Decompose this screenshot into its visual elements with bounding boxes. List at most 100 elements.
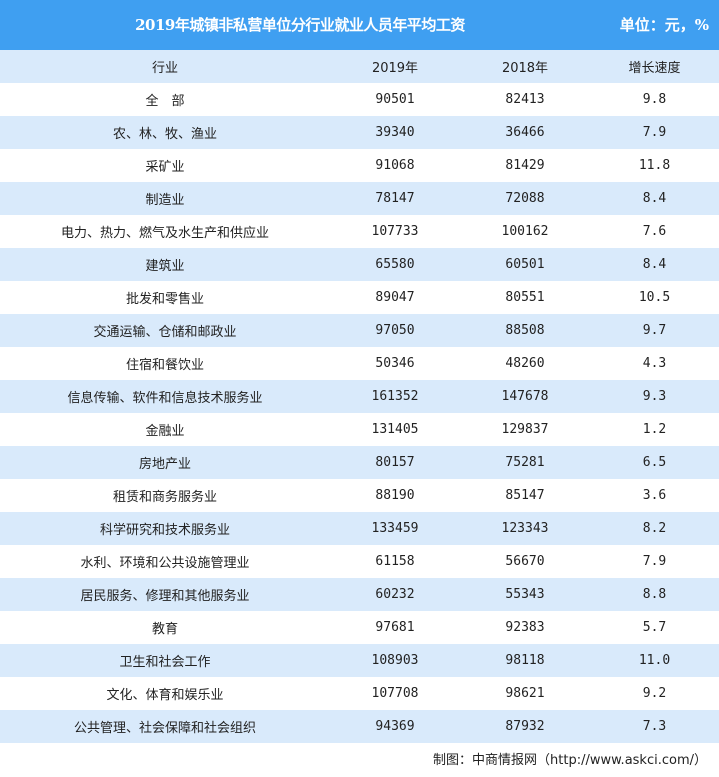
industry-cell: 全 部 [145,94,185,109]
growth-cell: 7.6 [642,224,667,239]
table-row: 全 部 90501 82413 9.8 [0,83,719,116]
growth-cell: 9.8 [642,92,667,107]
industry-cell: 信息传输、软件和信息技术服务业 [67,391,263,406]
wage-2019-cell: 107708 [371,686,419,701]
wage-2019-cell: 131405 [371,422,419,437]
wage-2019-cell: 80157 [375,455,415,470]
growth-cell: 7.9 [642,125,667,140]
industry-cell: 采矿业 [145,160,185,175]
wage-2018-cell: 98621 [505,686,545,701]
column-header: 2018年 [501,61,549,76]
industry-cell: 金融业 [145,424,185,439]
growth-cell: 11.0 [638,653,671,668]
growth-cell: 8.8 [642,587,667,602]
wage-2018-cell: 81429 [505,158,545,173]
growth-cell: 4.3 [642,356,667,371]
industry-cell: 电力、热力、燃气及水生产和供应业 [60,226,269,241]
growth-cell: 10.5 [638,290,671,305]
table-row: 居民服务、修理和其他服务业 60232 55343 8.8 [0,578,719,611]
growth-cell: 9.2 [642,686,667,701]
table-row: 采矿业 91068 81429 11.8 [0,149,719,182]
wage-2019-cell: 133459 [371,521,419,536]
growth-cell: 7.3 [642,719,667,734]
growth-cell: 5.7 [642,620,667,635]
wage-2018-cell: 98118 [505,653,545,668]
table-row: 批发和零售业 89047 80551 10.5 [0,281,719,314]
wage-2018-cell: 56670 [505,554,545,569]
table-row: 公共管理、社会保障和社会组织 94369 87932 7.3 [0,710,719,743]
wage-2019-cell: 88190 [375,488,415,503]
industry-cell: 文化、体育和娱乐业 [106,688,224,703]
wage-2019-cell: 107733 [371,224,419,239]
wage-2018-cell: 48260 [505,356,545,371]
table-row: 卫生和社会工作 108903 98118 11.0 [0,644,719,677]
industry-cell: 制造业 [145,193,185,208]
title-bar: 2019年城镇非私营单位分行业就业人员年平均工资 单位：元，% [0,0,719,50]
industry-cell: 批发和零售业 [125,292,204,307]
column-header: 2019年 [371,61,419,76]
industry-cell: 科学研究和技术服务业 [99,523,230,538]
industry-cell: 住宿和餐饮业 [125,358,204,373]
growth-cell: 3.6 [642,488,667,503]
wage-2019-cell: 50346 [375,356,415,371]
wage-2019-cell: 91068 [375,158,415,173]
growth-cell: 6.5 [642,455,667,470]
wage-2019-cell: 65580 [375,257,415,272]
industry-cell: 交通运输、仓储和邮政业 [93,325,237,340]
wage-2018-cell: 123343 [501,521,549,536]
wage-2019-cell: 78147 [375,191,415,206]
industry-cell: 建筑业 [145,259,185,274]
wage-2019-cell: 97681 [375,620,415,635]
table-row: 金融业 131405 129837 1.2 [0,413,719,446]
industry-cell: 教育 [151,622,178,637]
industry-cell: 农、林、牧、渔业 [112,127,217,142]
wage-2019-cell: 61158 [375,554,415,569]
header-row: 行业 2019年 2018年 增长速度 [0,50,719,83]
table-row: 交通运输、仓储和邮政业 97050 88508 9.7 [0,314,719,347]
wage-2018-cell: 87932 [505,719,545,734]
growth-cell: 7.9 [642,554,667,569]
wage-2019-cell: 90501 [375,92,415,107]
growth-cell: 8.4 [642,257,667,272]
table-row: 水利、环境和公共设施管理业 61158 56670 7.9 [0,545,719,578]
table-title: 2019年城镇非私营单位分行业就业人员年平均工资 [135,16,465,34]
growth-cell: 8.2 [642,521,667,536]
wage-2018-cell: 75281 [505,455,545,470]
table-row: 住宿和餐饮业 50346 48260 4.3 [0,347,719,380]
column-header: 行业 [151,61,178,76]
growth-cell: 9.3 [642,389,667,404]
wage-table: 行业 2019年 2018年 增长速度 全 部 90501 82413 9.8 农、林、… [0,50,719,743]
wage-2018-cell: 82413 [505,92,545,107]
industry-cell: 房地产业 [138,457,191,472]
industry-cell: 卫生和社会工作 [119,655,211,670]
growth-cell: 9.7 [642,323,667,338]
wage-2018-cell: 60501 [505,257,545,272]
wage-2019-cell: 94369 [375,719,415,734]
industry-cell: 水利、环境和公共设施管理业 [80,556,250,571]
industry-cell: 公共管理、社会保障和社会组织 [73,721,256,736]
wage-2018-cell: 36466 [505,125,545,140]
wage-2018-cell: 147678 [501,389,549,404]
growth-cell: 1.2 [642,422,667,437]
wage-2019-cell: 89047 [375,290,415,305]
table-row: 制造业 78147 72088 8.4 [0,182,719,215]
unit-label: 单位：元，% [619,16,709,34]
wage-2019-cell: 60232 [375,587,415,602]
table-row: 农、林、牧、渔业 39340 36466 7.9 [0,116,719,149]
wage-2018-cell: 88508 [505,323,545,338]
source-note: 制图：中商情报网（http://www.askci.com/） [433,753,707,768]
industry-cell: 租赁和商务服务业 [112,490,217,505]
table-row: 信息传输、软件和信息技术服务业 161352 147678 9.3 [0,380,719,413]
wage-2019-cell: 161352 [371,389,419,404]
industry-cell: 居民服务、修理和其他服务业 [80,589,250,604]
table-row: 教育 97681 92383 5.7 [0,611,719,644]
table-row: 文化、体育和娱乐业 107708 98621 9.2 [0,677,719,710]
wage-2019-cell: 108903 [371,653,419,668]
wage-2018-cell: 100162 [501,224,549,239]
wage-2019-cell: 97050 [375,323,415,338]
wage-2018-cell: 80551 [505,290,545,305]
wage-2019-cell: 39340 [375,125,415,140]
growth-cell: 8.4 [642,191,667,206]
table-row: 科学研究和技术服务业 133459 123343 8.2 [0,512,719,545]
wage-2018-cell: 72088 [505,191,545,206]
